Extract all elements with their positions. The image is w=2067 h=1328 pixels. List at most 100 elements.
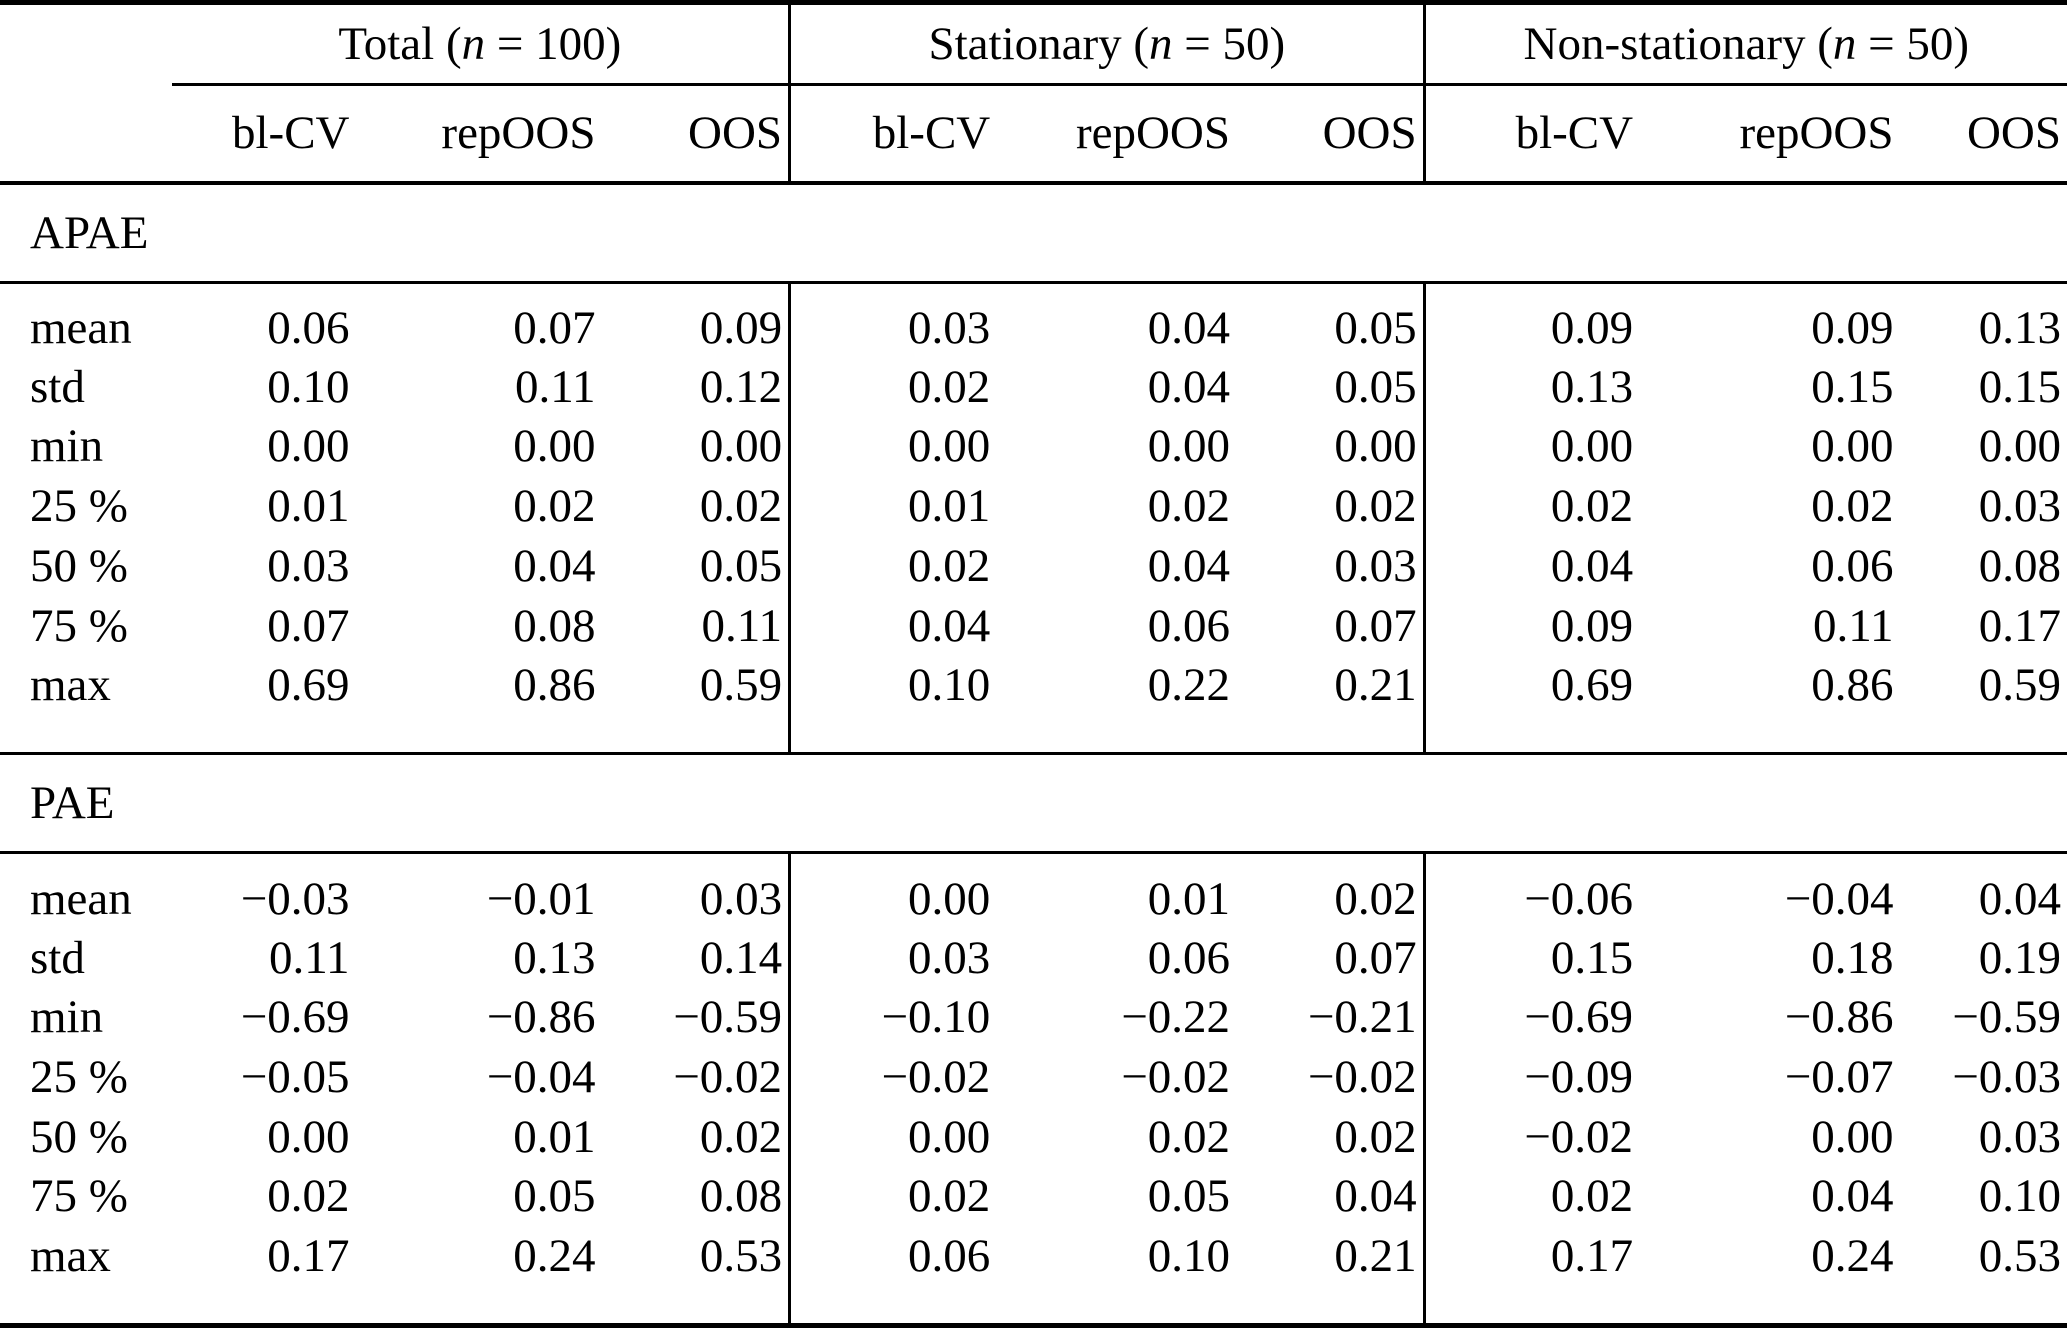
row-label: mean xyxy=(30,873,132,926)
row-label: std xyxy=(30,931,85,984)
value-cell: 0.17 xyxy=(267,1229,350,1282)
value-cell: 0.86 xyxy=(513,658,596,711)
group-label-text: Total ( xyxy=(338,18,462,70)
value-cell: 0.10 xyxy=(788,655,997,754)
value-cell: 0.04 xyxy=(1147,539,1231,592)
value-cell: 0.15 xyxy=(1422,927,1640,988)
value-cell: 0.00 xyxy=(788,1106,997,1167)
value-cell: −0.86 xyxy=(486,991,596,1044)
value-cell: −0.21 xyxy=(1307,991,1417,1044)
table-row: std 0.11 0.13 0.14 0.03 0.06 0.07 0.15 0.18 0.19 xyxy=(0,927,2067,988)
column-header: OOS xyxy=(1899,84,2067,185)
value-cell: 0.02 xyxy=(699,480,783,533)
value-cell: −0.69 xyxy=(240,991,350,1044)
table-row: 50 % 0.03 0.04 0.05 0.02 0.04 0.03 0.04 0.06 0.08 xyxy=(0,536,2067,596)
value-cell: 0.04 xyxy=(1334,1170,1417,1223)
value-cell: 0.00 xyxy=(699,420,783,473)
value-cell: 0.17 xyxy=(1978,599,2061,652)
table-row: max 0.69 0.86 0.59 0.10 0.22 0.21 0.69 0.86 0.59 xyxy=(0,655,2067,754)
value-cell: 0.10 xyxy=(267,360,350,413)
value-cell: −0.02 xyxy=(1422,1106,1640,1167)
value-cell: −0.02 xyxy=(1307,1051,1417,1104)
section-row: APAE xyxy=(0,181,2067,284)
section-label: PAE xyxy=(0,751,2067,855)
value-cell: 0.03 xyxy=(1978,1110,2061,1163)
value-cell: 0.03 xyxy=(1334,539,1417,592)
value-cell: 0.05 xyxy=(513,1170,596,1223)
value-cell: −0.69 xyxy=(1422,987,1640,1048)
value-cell: 0.09 xyxy=(699,302,783,355)
row-label: max xyxy=(30,658,111,711)
value-cell: 0.06 xyxy=(1147,931,1231,984)
column-header: repOOS xyxy=(355,84,602,185)
value-cell: −0.22 xyxy=(1121,991,1231,1044)
value-cell: 0.00 xyxy=(1811,420,1894,473)
value-cell: 0.02 xyxy=(1334,873,1417,926)
corner-cell xyxy=(0,3,172,85)
value-cell: 0.07 xyxy=(513,302,596,355)
value-cell: 0.03 xyxy=(788,282,997,357)
value-cell: 0.02 xyxy=(1811,480,1894,533)
value-cell: −0.01 xyxy=(486,873,596,926)
value-cell: −0.02 xyxy=(673,1051,783,1104)
value-cell: 0.02 xyxy=(788,1166,997,1227)
column-header: bl-CV xyxy=(788,84,997,185)
value-cell: 0.02 xyxy=(699,1110,783,1163)
value-cell: 0.01 xyxy=(1147,873,1231,926)
row-label: std xyxy=(30,360,85,413)
value-cell: 0.01 xyxy=(788,476,997,537)
column-header: repOOS xyxy=(996,84,1237,185)
table-row: mean −0.03 −0.01 0.03 0.00 0.01 0.02 −0.06 −0.04… xyxy=(0,852,2067,928)
value-cell: 0.24 xyxy=(513,1229,596,1282)
value-cell: −0.59 xyxy=(673,991,783,1044)
column-header: bl-CV xyxy=(171,84,356,185)
row-label: mean xyxy=(30,302,132,355)
math-var-n: n xyxy=(1832,18,1857,70)
group-label-text: Stationary ( xyxy=(928,18,1150,70)
value-cell: −0.02 xyxy=(788,1047,997,1107)
value-cell: 0.09 xyxy=(1422,595,1640,656)
value-cell: 0.02 xyxy=(1334,480,1417,533)
value-cell: 0.06 xyxy=(788,1226,997,1326)
group-header-stationary: Stationary (n = 50) xyxy=(788,2,1425,86)
math-var-n: n xyxy=(461,18,486,70)
value-cell: 0.15 xyxy=(1811,360,1894,413)
table-row: min 0.00 0.00 0.00 0.00 0.00 0.00 0.00 0.00 0.00 xyxy=(0,416,2067,477)
table-body: APAE mean 0.06 0.07 0.09 0.03 0.04 0.05 0.09 0.09… xyxy=(0,181,2067,1326)
value-cell: 0.01 xyxy=(513,1110,596,1163)
value-cell: 0.09 xyxy=(1422,282,1640,357)
value-cell: 0.53 xyxy=(699,1229,783,1282)
value-cell: 0.02 xyxy=(1334,1110,1417,1163)
row-label: min xyxy=(30,420,104,473)
value-cell: 0.00 xyxy=(1978,420,2061,473)
value-cell: 0.03 xyxy=(788,927,997,988)
value-cell: 0.10 xyxy=(1978,1170,2061,1223)
value-cell: 0.06 xyxy=(267,302,350,355)
section-label: APAE xyxy=(0,181,2067,284)
value-cell: 0.09 xyxy=(1811,302,1894,355)
table-row: 25 % −0.05 −0.04 −0.02 −0.02 −0.02 −0.02 −0.09−… xyxy=(0,1047,2067,1107)
value-cell: 0.00 xyxy=(1811,1110,1894,1163)
value-cell: 0.05 xyxy=(1147,1170,1231,1223)
value-cell: 0.04 xyxy=(1978,873,2061,926)
group-header-row: Total (n = 100) Stationary (n = 50) Non-… xyxy=(0,2,2067,86)
column-header: OOS xyxy=(601,84,790,185)
value-cell: 0.03 xyxy=(1978,480,2061,533)
section-row: PAE xyxy=(0,751,2067,855)
column-header: OOS xyxy=(1236,84,1425,185)
value-cell: −0.07 xyxy=(1784,1051,1894,1104)
sub-header-row: bl-CV repOOS OOS bl-CV repOOS OOS bl-CV … xyxy=(0,84,2067,185)
value-cell: 0.06 xyxy=(1811,539,1894,592)
table-row: 50 % 0.00 0.01 0.02 0.00 0.02 0.02 −0.02 0.00 0.0… xyxy=(0,1106,2067,1167)
value-cell: 0.05 xyxy=(1334,360,1417,413)
value-cell: 0.02 xyxy=(267,1170,350,1223)
table-row: min −0.69 −0.86 −0.59 −0.10 −0.22 −0.21 −0.69 −0… xyxy=(0,987,2067,1048)
value-cell: 0.59 xyxy=(1978,658,2061,711)
value-cell: 0.04 xyxy=(1811,1170,1894,1223)
value-cell: 0.04 xyxy=(788,595,997,656)
value-cell: 0.00 xyxy=(267,420,350,473)
value-cell: 0.01 xyxy=(267,480,350,533)
row-label: max xyxy=(30,1229,111,1282)
value-cell: 0.05 xyxy=(699,539,783,592)
value-cell: 0.18 xyxy=(1811,931,1894,984)
